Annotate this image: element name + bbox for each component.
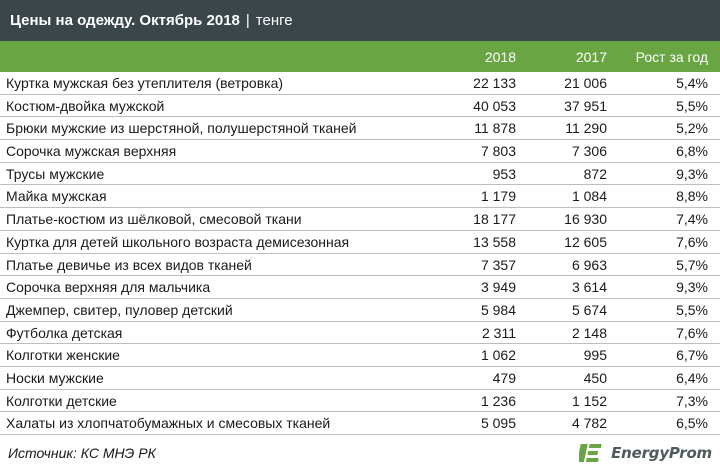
row-growth: 9,3% — [676, 279, 708, 296]
row-growth: 7,6% — [676, 324, 708, 341]
source-note: Источник: КС МНЭ РК — [8, 445, 156, 461]
page-title: Цены на одежду. Октябрь 2018 — [10, 12, 240, 29]
title-separator: | — [245, 12, 250, 29]
energyprom-logo: EnergyProm — [579, 438, 712, 468]
row-growth: 6,8% — [676, 143, 708, 160]
row-name: Колготки детские — [6, 392, 117, 409]
row-growth: 6,4% — [676, 369, 708, 386]
row-growth: 5,4% — [676, 75, 708, 91]
table-row: Футболка детская 2 311 2 148 7,6% — [0, 322, 720, 345]
row-name: Носки мужские — [6, 369, 104, 386]
column-header-2017: 2017 — [575, 49, 607, 65]
row-name: Куртка мужская без утеплителя (ветровка) — [6, 75, 284, 91]
row-value-2018: 40 053 — [473, 97, 516, 114]
table-row: Костюм-двойка мужской 40 053 37 951 5,5% — [0, 95, 720, 118]
row-value-2018: 7 357 — [480, 256, 516, 273]
row-value-2017: 450 — [583, 369, 607, 386]
table-row: Майка мужская 1 179 1 084 8,8% — [0, 185, 720, 209]
row-name: Трусы мужские — [6, 165, 105, 182]
row-value-2017: 7 306 — [571, 143, 607, 160]
row-growth: 8,8% — [676, 188, 708, 205]
row-value-2018: 1 179 — [480, 188, 516, 205]
title-unit: тенге — [255, 12, 293, 29]
table-row: Платье-костюм из шёлковой, смесовой ткан… — [0, 208, 720, 231]
table-row: Колготки женские 1 062 995 6,7% — [0, 344, 720, 367]
row-name: Джемпер, свитер, пуловер детский — [6, 301, 233, 318]
page-title-bar: Цены на одежду. Октябрь 2018 | тенге — [0, 0, 720, 41]
column-header-growth: Рост за год — [635, 49, 708, 65]
row-value-2018: 11 878 — [474, 120, 516, 137]
row-name: Сорочка верхняя для мальчика — [6, 279, 211, 296]
row-name: Куртка для детей школьного возраста деми… — [6, 233, 350, 250]
row-growth: 5,5% — [676, 97, 708, 114]
row-growth: 5,5% — [676, 301, 708, 318]
energyprom-logo-icon — [579, 444, 602, 462]
row-value-2018: 479 — [492, 369, 516, 386]
row-value-2017: 5 674 — [571, 301, 607, 318]
row-value-2018: 22 133 — [473, 75, 516, 91]
row-name: Халаты из хлопчатобумажных и смесовых тк… — [6, 415, 331, 432]
row-name: Брюки мужские из шерстяной, полушерстяно… — [6, 120, 357, 137]
row-value-2017: 6 963 — [571, 256, 607, 273]
row-growth: 5,2% — [676, 120, 708, 137]
table-row: Брюки мужские из шерстяной, полушерстяно… — [0, 117, 720, 141]
row-name: Платье девичье из всех видов тканей — [6, 256, 252, 273]
row-value-2018: 3 949 — [480, 279, 516, 296]
row-value-2017: 1 152 — [571, 392, 607, 409]
row-value-2017: 872 — [583, 165, 607, 182]
row-growth: 7,4% — [676, 211, 708, 228]
table-row: Сорочка мужская верхняя 7 803 7 306 6,8% — [0, 140, 720, 163]
row-value-2017: 1 084 — [571, 188, 607, 205]
table-row: Халаты из хлопчатобумажных и смесовых тк… — [0, 412, 720, 435]
row-value-2018: 5 984 — [480, 301, 516, 318]
row-value-2018: 18 177 — [473, 211, 516, 228]
table-row: Куртка мужская без утеплителя (ветровка)… — [0, 72, 720, 95]
row-name: Майка мужская — [6, 188, 107, 205]
column-header-2018: 2018 — [484, 49, 516, 65]
row-growth: 7,3% — [676, 392, 708, 409]
row-name: Платье-костюм из шёлковой, смесовой ткан… — [6, 211, 302, 228]
row-growth: 7,6% — [676, 233, 708, 250]
table-body: Куртка мужская без утеплителя (ветровка)… — [0, 72, 720, 435]
row-value-2017: 37 951 — [564, 97, 607, 114]
row-value-2017: 12 605 — [564, 233, 607, 250]
row-value-2018: 5 095 — [480, 415, 516, 432]
row-value-2017: 3 614 — [571, 279, 607, 296]
row-value-2018: 1 236 — [480, 392, 516, 409]
row-name: Костюм-двойка мужской — [6, 97, 165, 114]
table-row: Джемпер, свитер, пуловер детский 5 984 5 6… — [0, 299, 720, 322]
row-growth: 6,5% — [676, 415, 708, 432]
row-value-2018: 1 062 — [480, 347, 516, 364]
row-growth: 9,3% — [676, 165, 708, 182]
row-value-2017: 4 782 — [571, 415, 607, 432]
energyprom-logo-text: EnergyProm — [611, 444, 712, 462]
row-value-2017: 16 930 — [564, 211, 607, 228]
table-row: Куртка для детей школьного возраста деми… — [0, 231, 720, 254]
row-value-2018: 13 558 — [473, 233, 516, 250]
row-value-2017: 11 290 — [565, 120, 607, 137]
table-row: Колготки детские 1 236 1 152 7,3% — [0, 390, 720, 413]
row-value-2017: 2 148 — [571, 324, 607, 341]
row-name: Колготки женские — [6, 347, 120, 364]
row-value-2018: 2 311 — [482, 324, 516, 341]
row-value-2017: 21 006 — [564, 75, 607, 91]
row-value-2018: 7 803 — [480, 143, 516, 160]
table-row: Платье девичье из всех видов тканей 7 357… — [0, 254, 720, 277]
row-growth: 6,7% — [676, 347, 708, 364]
table-row: Сорочка верхняя для мальчика 3 949 3 614 9,… — [0, 276, 720, 299]
row-growth: 5,7% — [676, 256, 708, 273]
table-header: 2018 2017 Рост за год — [0, 41, 720, 72]
row-name: Сорочка мужская верхняя — [6, 143, 177, 160]
row-value-2017: 995 — [583, 347, 607, 364]
table-row: Носки мужские 479 450 6,4% — [0, 367, 720, 390]
row-name: Футболка детская — [6, 324, 123, 341]
row-value-2018: 953 — [492, 165, 516, 182]
table-row: Трусы мужские 953 872 9,3% — [0, 163, 720, 186]
